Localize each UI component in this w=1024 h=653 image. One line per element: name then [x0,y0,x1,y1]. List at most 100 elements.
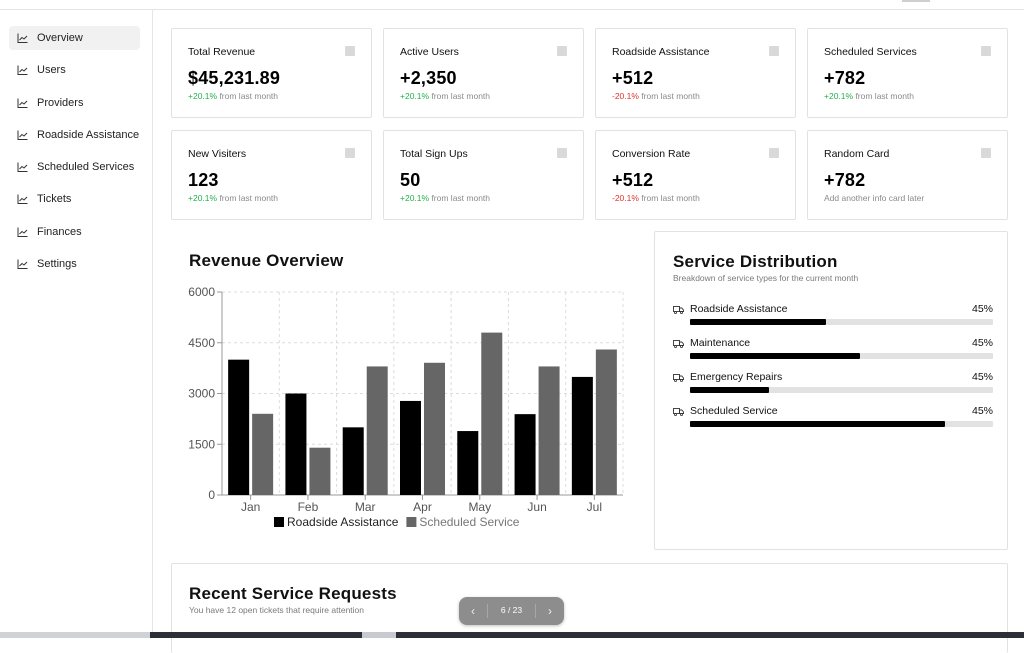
change-suffix: from last month [429,91,491,101]
stat-card-title: Active Users [400,46,459,58]
change-suffix: from last month [638,193,700,203]
distribution-percent: 45% [971,337,993,349]
stat-card-title: Total Sign Ups [400,148,468,160]
stat-card-value: 50 [400,170,421,190]
stat-card-roadside-assistance: Roadside Assistance +512 -20.1% from las… [595,28,796,118]
chart-line-icon [17,259,28,270]
distribution-percent: 45% [971,303,993,315]
top-bar-handle [902,0,930,2]
sidebar-item-settings[interactable]: Settings [9,252,140,276]
placeholder-icon [981,148,991,158]
distribution-label: Maintenance [690,337,751,349]
sidebar-item-scheduled-services[interactable]: Scheduled Services [9,155,140,179]
stat-card-total-sign-ups: Total Sign Ups 50 +20.1% from last month [383,130,584,220]
service-distribution-subtitle: Breakdown of service types for the curre… [673,273,859,283]
stat-card-active-users: Active Users +2,350 +20.1% from last mon… [383,28,584,118]
legend-label: Scheduled Service [419,515,519,529]
stat-card-title: New Visiters [188,148,247,160]
distribution-progress-fill [690,421,945,427]
x-tick-label: Jul [587,500,602,514]
distribution-progress-fill [690,353,860,359]
top-bar [0,0,1024,10]
distribution-percent: 45% [971,371,993,383]
change-percent: +20.1% [188,91,218,101]
truck-icon [673,340,684,348]
stat-card-value: +512 [612,68,654,88]
taskbar [0,632,1024,638]
bar [538,366,560,495]
bar [571,376,593,495]
bar [595,349,617,495]
service-distribution-title: Service Distribution [673,252,838,271]
chart-line-icon [17,162,28,173]
stat-card-scheduled-services: Scheduled Services +782 +20.1% from last… [807,28,1008,118]
stat-card-random-card: Random Card +782 Add another info card l… [807,130,1008,220]
distribution-progress-fill [690,387,769,393]
stat-card-title: Conversion Rate [612,148,691,160]
y-tick-label: 6000 [188,285,215,299]
stat-card-change: +20.1% from last month [824,91,914,101]
sidebar-item-label: Overview [37,32,83,44]
page-indicator: 6 / 23 [500,605,523,615]
taskbar-segment [362,632,396,638]
next-page-button[interactable]: › [548,604,552,618]
sidebar-nav: Overview Users Providers Roadside Assist… [0,10,152,276]
bar [424,362,445,495]
distribution-row: Scheduled Service 45% [673,404,993,434]
bar [342,427,364,495]
recent-requests-title: Recent Service Requests [189,584,397,603]
distribution-row: Emergency Repairs 45% [673,370,993,400]
change-percent: +20.1% [824,91,854,101]
sidebar-item-label: Tickets [37,193,72,206]
change-suffix: from last month [853,91,915,101]
bar [252,413,274,495]
previous-page-button[interactable]: ‹ [471,604,475,618]
bar [228,359,250,495]
chart-line-icon [17,227,28,237]
sidebar-item-overview[interactable]: Overview [9,26,140,50]
sidebar-item-providers[interactable]: Providers [9,91,140,115]
placeholder-icon [769,46,779,56]
distribution-progress-track [690,353,993,359]
chart-line-icon [17,130,28,140]
placeholder-icon [981,46,991,56]
placeholder-icon [345,46,355,56]
distribution-progress-track [690,319,993,325]
sidebar-item-label: Settings [37,258,77,271]
recent-requests-subtitle: You have 12 open tickets that require at… [189,605,365,615]
sidebar-item-label: Finances [37,225,82,238]
stat-card-title: Total Revenue [188,46,256,58]
sidebar-item-finances[interactable]: Finances [9,220,140,244]
change-percent: +20.1% [400,193,430,203]
sidebar-item-label: Providers [37,96,84,109]
distribution-row: Maintenance 45% [673,336,993,366]
bar [309,447,331,495]
chart-line-icon [17,33,28,43]
truck-icon [673,408,684,416]
sidebar-item-tickets[interactable]: Tickets [9,187,140,211]
sidebar-item-roadside-assistance[interactable]: Roadside Assistance [9,123,140,147]
change-suffix: from last month [217,91,279,101]
change-suffix: from last month [429,193,491,203]
change-percent: -20.1% [612,193,639,203]
bar [400,400,421,495]
distribution-row: Roadside Assistance 45% [673,302,993,332]
sidebar-item-label: Users [37,64,66,77]
stat-card-value: $45,231.89 [188,68,281,88]
y-tick-label: 4500 [188,336,215,350]
placeholder-icon [769,148,779,158]
change-suffix: from last month [638,91,700,101]
stat-card-change: +20.1% from last month [188,193,278,203]
distribution-progress-track [690,421,993,427]
sidebar-item-users[interactable]: Users [9,58,140,82]
pager-divider [487,604,488,618]
x-tick-label: Jun [527,500,546,514]
stat-card-change: -20.1% from last month [612,91,700,101]
stat-card-title: Roadside Assistance [612,46,710,58]
stat-card-total-revenue: Total Revenue $45,231.89 +20.1% from las… [171,28,372,118]
distribution-percent: 45% [971,405,993,417]
placeholder-icon [557,148,567,158]
stat-card-change: +20.1% from last month [400,91,490,101]
change-suffix: from last month [217,193,279,203]
distribution-progress-fill [690,319,827,325]
